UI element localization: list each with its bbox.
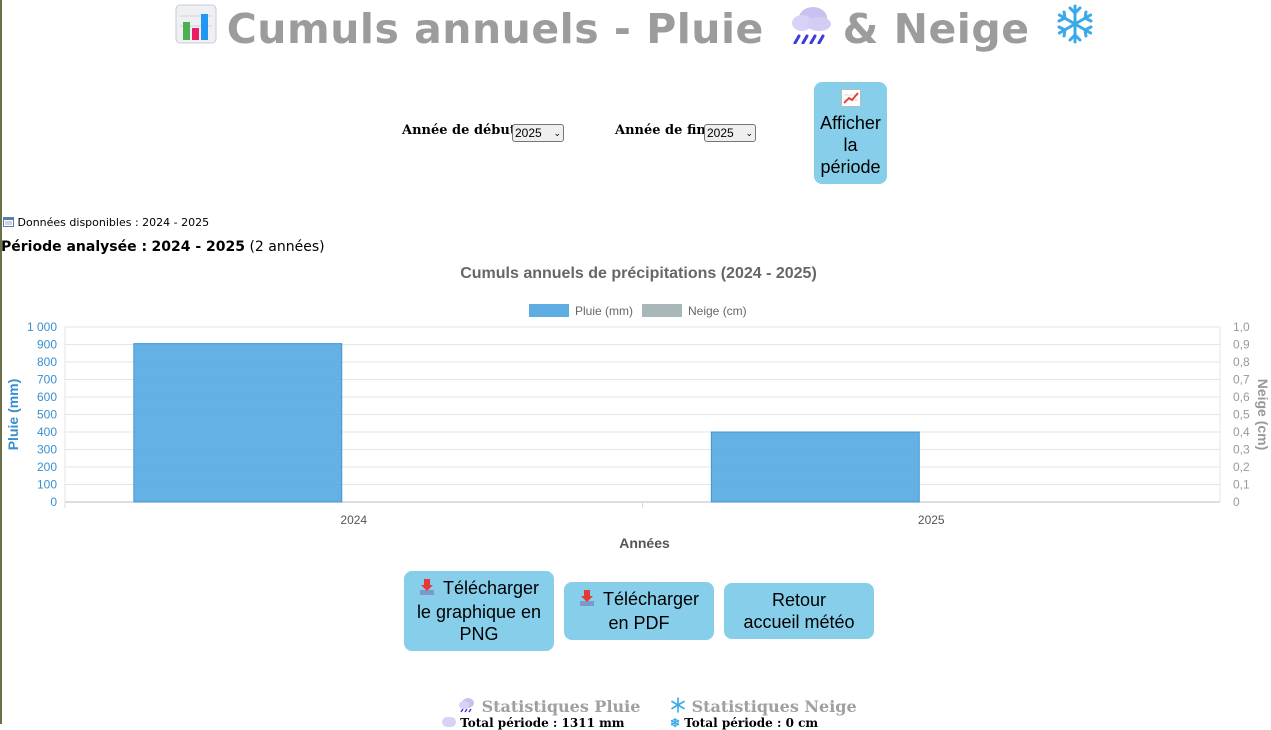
rain-bar (133, 343, 343, 503)
snowflake-icon (670, 697, 686, 717)
end-year-label: Année de fin : (615, 123, 716, 138)
y-tick-label: 300 (37, 443, 57, 457)
back-home-button[interactable]: Retour accueil météo (724, 583, 874, 639)
chevron-down-icon: ⌄ (553, 127, 561, 138)
y2-tick-label: 0,3 (1233, 443, 1250, 457)
legend-label: Pluie (mm) (575, 304, 633, 318)
y2-tick-label: 0,4 (1233, 425, 1250, 439)
y-tick-label: 700 (37, 373, 57, 387)
y-tick-label: 1 000 (27, 320, 57, 334)
rain-total: Total période : 1311 mm (442, 716, 625, 730)
window-edge (0, 0, 2, 724)
y2-tick-label: 0,6 (1233, 390, 1250, 404)
calendar-icon (3, 216, 14, 230)
y-tick-label: 400 (37, 425, 57, 439)
y-axis-title: Pluie (mm) (5, 379, 21, 451)
end-year-select[interactable]: 2025 ⌄ (704, 124, 756, 142)
y2-tick-label: 0,7 (1233, 373, 1250, 387)
y-tick-label: 500 (37, 408, 57, 422)
y2-axis-title: Neige (cm) (1255, 379, 1271, 451)
snowflake-icon (1054, 3, 1096, 55)
snowflake-icon: ❄ (670, 716, 681, 730)
chevron-down-icon: ⌄ (745, 127, 753, 138)
analyzed-period: Période analysée : 2024 - 2025 (2 années… (1, 239, 325, 255)
y2-tick-label: 0,9 (1233, 338, 1250, 352)
y2-tick-label: 0,5 (1233, 408, 1250, 422)
legend-label: Neige (cm) (688, 304, 747, 318)
y-tick-label: 600 (37, 390, 57, 404)
bar-chart-icon (175, 4, 217, 54)
y2-tick-label: 0 (1233, 495, 1240, 509)
download-icon (579, 589, 595, 612)
y2-tick-label: 1,0 (1233, 320, 1250, 334)
download-icon (419, 578, 435, 601)
rain-bar (710, 431, 920, 503)
available-data-note: Données disponibles : 2024 - 2025 (3, 216, 209, 230)
x-tick-label: 2025 (918, 513, 945, 527)
download-png-button[interactable]: Télécharger le graphique en PNG (404, 571, 554, 651)
y-tick-label: 200 (37, 460, 57, 474)
y2-tick-label: 0,8 (1233, 355, 1250, 369)
y-tick-label: 900 (37, 338, 57, 352)
rain-cloud-icon (458, 697, 476, 717)
y-tick-label: 100 (37, 478, 57, 492)
snow-stats-heading: Statistiques Neige (670, 697, 857, 717)
start-year-select[interactable]: 2025 ⌄ (512, 124, 564, 142)
rain-cloud-icon (789, 4, 833, 54)
chart-increasing-icon (840, 88, 861, 112)
legend-swatch (529, 304, 569, 317)
y2-tick-label: 0,1 (1233, 478, 1250, 492)
legend-swatch (642, 304, 682, 317)
precipitation-chart: 0 100 200 300 400 500 600 700 800 900 1 000 0 0,1 0,2… (5, 304, 1271, 551)
start-year-label: Année de début : (402, 123, 526, 138)
rain-stats-heading: Statistiques Pluie (458, 697, 640, 717)
page-title: Cumuls annuels - Pluie & Neige (0, 2, 1271, 55)
chart-title: Cumuls annuels de précipitations (2024 -… (460, 265, 817, 282)
x-axis-title: Années (619, 535, 670, 551)
y-tick-label: 0 (50, 495, 57, 509)
download-pdf-button[interactable]: Télécharger en PDF (564, 582, 714, 640)
rain-cloud-icon (442, 717, 456, 727)
x-tick-label: 2024 (340, 513, 367, 527)
y-tick-label: 800 (37, 355, 57, 369)
y2-tick-label: 0,2 (1233, 460, 1250, 474)
snow-total: ❄ Total période : 0 cm (670, 716, 819, 730)
show-period-button[interactable]: Afficher la période (814, 82, 887, 184)
